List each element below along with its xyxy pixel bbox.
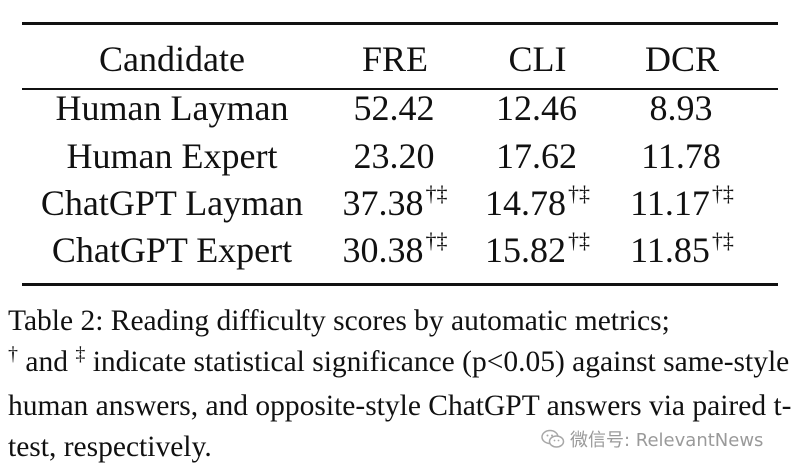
header-dcr: DCR — [644, 39, 720, 79]
caption-text-3: indicate statistical significance (p<0.0… — [8, 346, 792, 463]
caption-text-1: Table 2: Reading difficulty scores by au… — [8, 305, 670, 337]
row-fre: 37.38†‡ — [330, 181, 460, 228]
row-candidate: ChatGPT Expert — [51, 230, 293, 270]
dagger-symbol: † — [8, 343, 18, 365]
dcr-value: 11.85 — [630, 230, 710, 270]
cli-value: 14.78 — [485, 183, 566, 223]
caption-text-2: and — [18, 346, 76, 378]
row-fre: 52.42 — [330, 88, 460, 133]
table-header-rule — [22, 88, 778, 90]
row-cli: 14.78†‡ — [470, 181, 605, 228]
cli-significance: †‡ — [568, 228, 590, 253]
header-fre: FRE — [361, 39, 429, 79]
fre-value: 30.38 — [342, 230, 424, 270]
row-dcr: 11.85†‡ — [612, 228, 752, 275]
watermark: 微信号: RelevantNews — [541, 424, 763, 454]
row-fre: 30.38†‡ — [330, 228, 460, 275]
cli-value: 12.46 — [496, 88, 577, 128]
dcr-value: 11.17 — [630, 183, 710, 223]
fre-significance: †‡ — [425, 228, 448, 253]
cli-value: 17.62 — [496, 136, 577, 176]
row-dcr: 11.78 — [612, 136, 752, 181]
table-caption: Table 2: Reading difficulty scores by au… — [8, 301, 794, 468]
row-dcr: 8.93 — [612, 88, 752, 133]
header-candidate: Candidate — [99, 39, 245, 79]
dcr-significance: †‡ — [711, 228, 734, 253]
table-bottom-rule — [22, 283, 778, 286]
wechat-icon — [541, 429, 565, 448]
cli-significance: †‡ — [568, 181, 590, 206]
fre-significance: †‡ — [425, 181, 448, 206]
cli-value: 15.82 — [485, 230, 566, 270]
dcr-value: 8.93 — [649, 88, 713, 128]
fre-value: 23.20 — [353, 136, 435, 176]
row-dcr: 11.17†‡ — [612, 181, 752, 228]
row-candidate: Human Expert — [66, 136, 278, 176]
row-cli: 12.46 — [470, 88, 605, 133]
row-candidate: Human Layman — [55, 88, 289, 128]
dcr-significance: †‡ — [711, 181, 734, 206]
fre-value: 37.38 — [342, 183, 424, 223]
table-top-rule — [22, 22, 778, 25]
double-dagger-symbol: ‡ — [75, 343, 86, 365]
fre-value: 52.42 — [353, 88, 435, 128]
header-cli: CLI — [508, 39, 567, 79]
row-candidate: ChatGPT Layman — [40, 183, 304, 223]
dcr-value: 11.78 — [641, 136, 721, 176]
watermark-text: 微信号: RelevantNews — [570, 430, 764, 451]
row-cli: 17.62 — [470, 136, 605, 181]
row-fre: 23.20 — [330, 136, 460, 181]
row-cli: 15.82†‡ — [470, 228, 605, 275]
